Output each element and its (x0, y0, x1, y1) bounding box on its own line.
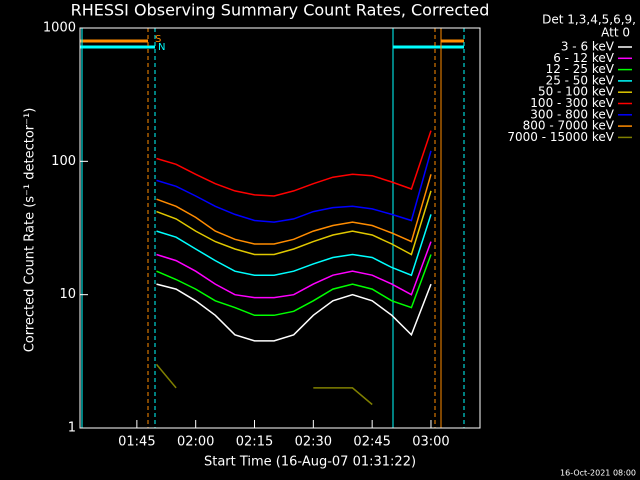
legend-label: 100 - 300 keV (530, 96, 614, 110)
x-tick-label: 02:00 (177, 435, 214, 450)
legend-label: 50 - 100 keV (538, 85, 615, 99)
series-line (156, 254, 432, 317)
x-tick-label: 02:30 (295, 435, 332, 450)
legend-label: 300 - 800 keV (530, 107, 614, 121)
y-axis-label: Corrected Count Rate (s⁻¹ detector⁻¹) (23, 108, 38, 353)
flag-label: S (155, 34, 161, 45)
legend-label: 3 - 6 keV (561, 40, 615, 54)
y-tick-label: 10 (59, 287, 76, 302)
series-line (155, 363, 373, 406)
legend-label: 25 - 50 keV (546, 73, 615, 87)
footer: 16-Oct-2021 08:00 (560, 469, 636, 478)
x-tick-label: 01:45 (118, 435, 155, 450)
series-line (156, 150, 432, 223)
series-line (156, 190, 432, 256)
legend-label: 7000 - 15000 keV (507, 130, 614, 144)
x-tick-label: 03:00 (412, 435, 449, 450)
x-tick-label: 02:45 (353, 435, 390, 450)
series-line (156, 174, 432, 245)
legend-label: 6 - 12 keV (553, 51, 615, 65)
legend-label: 800 - 7000 keV (523, 119, 615, 133)
x-tick-label: 02:15 (236, 435, 273, 450)
series-line (156, 283, 432, 342)
x-axis-label: Start Time (16-Aug-07 01:31:22) (204, 455, 416, 470)
series-line (156, 214, 432, 277)
series-line (156, 241, 432, 299)
legend-header: Att 0 (601, 26, 630, 40)
plot-frame (79, 27, 481, 429)
y-tick-label: 1000 (43, 21, 76, 36)
legend-label: 12 - 25 keV (546, 62, 615, 76)
flags (80, 28, 465, 428)
legend-header: Det 1,3,4,5,6,9, (542, 13, 636, 27)
series-line (156, 130, 432, 197)
chart-title: RHESSI Observing Summary Count Rates, Co… (71, 1, 490, 20)
flag-label: N (158, 42, 165, 53)
y-tick-label: 100 (51, 154, 76, 169)
y-tick-label: 1 (68, 421, 76, 436)
